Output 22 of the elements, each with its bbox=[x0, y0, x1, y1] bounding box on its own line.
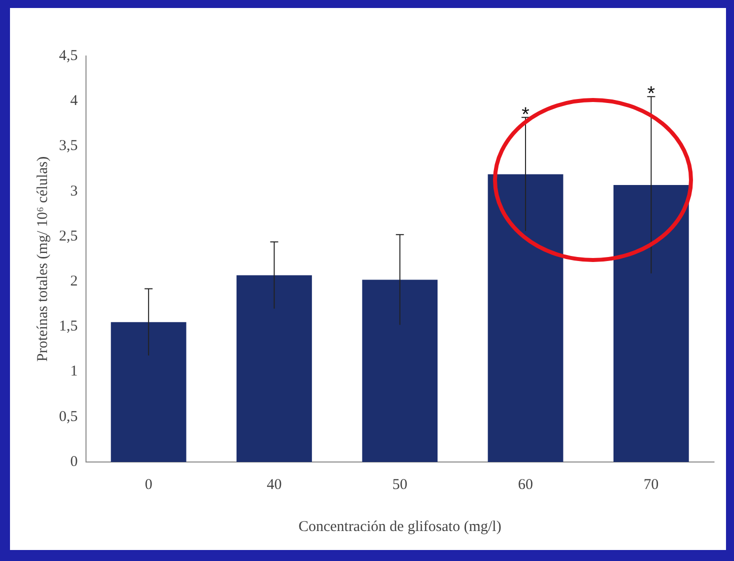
y-tick-label: 2 bbox=[70, 273, 78, 290]
y-tick-label: 0 bbox=[70, 454, 78, 470]
y-tick-label: 4,5 bbox=[59, 48, 78, 64]
y-tick-label: 0,5 bbox=[59, 408, 78, 425]
y-tick-label: 3,5 bbox=[59, 138, 78, 154]
x-tick-label: 70 bbox=[644, 476, 659, 493]
bar bbox=[362, 280, 438, 462]
x-tick-label: 40 bbox=[266, 476, 282, 493]
y-axis-title: Proteínas totales (mg/ 10⁶ células) bbox=[34, 156, 51, 362]
x-axis-title: Concentración de glifosato (mg/l) bbox=[298, 518, 502, 535]
annotation: * bbox=[522, 104, 530, 126]
y-tick-label: 1,5 bbox=[59, 318, 78, 335]
y-tick-label: 1 bbox=[70, 364, 78, 380]
x-tick-label: 0 bbox=[144, 476, 152, 493]
bar bbox=[236, 275, 312, 462]
y-tick-label: 2,5 bbox=[59, 228, 78, 244]
bar bbox=[110, 322, 186, 462]
y-tick-label: 3 bbox=[70, 183, 78, 200]
annotation: * bbox=[647, 83, 656, 106]
y-tick-label: 4 bbox=[70, 93, 78, 110]
x-tick-label: 50 bbox=[392, 476, 408, 493]
x-tick-label: 60 bbox=[518, 476, 534, 493]
